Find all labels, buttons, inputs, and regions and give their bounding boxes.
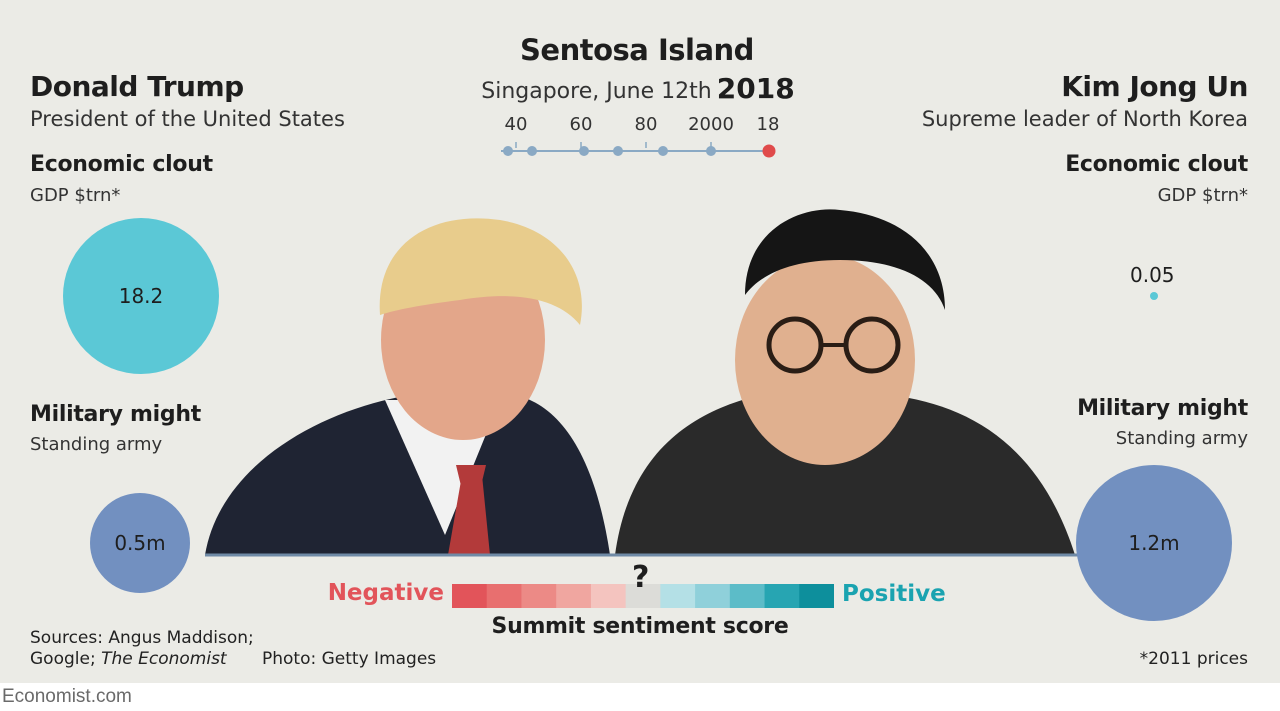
sentiment-scale-segment (799, 584, 835, 608)
sentiment-scale-segment (590, 584, 627, 608)
timeline-dot (706, 146, 716, 156)
left-army-bubble: 0.5m (89, 492, 191, 594)
left-leader-role: President of the United States (30, 107, 345, 131)
timeline-tick-18: 18 (756, 114, 780, 135)
left-military-heading: Military might (30, 402, 201, 427)
right-gdp-value: 0.05 (1130, 263, 1175, 287)
economist-footer: Economist.com (2, 686, 132, 707)
timeline-dot (579, 146, 589, 156)
right-leader-role: Supreme leader of North Korea (921, 107, 1248, 131)
sentiment-scale (452, 584, 835, 608)
timeline-tick-80: 80 (634, 114, 658, 135)
sources-google: Google; (30, 649, 102, 669)
timeline-tick-40: 40 (504, 114, 528, 135)
timeline-dot (613, 146, 623, 156)
subtitle-year: 2018 (716, 72, 795, 105)
sentiment-scale-segment (764, 584, 800, 608)
sentiment-scale-segment (452, 584, 488, 608)
sentiment-scale-segment (521, 584, 557, 608)
left-military-unit: Standing army (30, 434, 163, 455)
right-military-unit: Standing army (1115, 428, 1248, 449)
chart-title: Sentosa Island (520, 33, 754, 67)
right-army-bubble: 1.2m (1076, 465, 1232, 621)
timeline-dot (658, 146, 668, 156)
timeline-axis (501, 142, 776, 158)
left-leader-name: Donald Trump (30, 70, 244, 103)
left-economic-unit: GDP $trn* (30, 185, 121, 206)
right-leader-name: Kim Jong Un (1061, 70, 1248, 103)
timeline-tick-2000: 2000 (688, 114, 734, 135)
timeline-tick-60: 60 (569, 114, 593, 135)
right-gdp-bubble (1149, 291, 1159, 301)
right-economic-heading: Economic clout (1065, 152, 1248, 177)
sentiment-scale-segment (556, 584, 592, 608)
chart-subtitle: Singapore, June 12th 2018 (0, 72, 1276, 105)
leaders-photo (205, 209, 1080, 557)
sentiment-scale-segment (660, 584, 696, 608)
trump-portrait (205, 218, 610, 555)
left-economic-heading: Economic clout (30, 152, 213, 177)
sentiment-title: Summit sentiment score (491, 614, 789, 639)
right-military-heading: Military might (1077, 396, 1248, 421)
photo-credit: Photo: Getty Images (262, 649, 437, 669)
sentiment-scale-segment (486, 584, 522, 608)
subtitle-place-date: Singapore, June 12th (481, 79, 712, 104)
timeline-dot (503, 146, 513, 156)
sentiment-negative-label: Negative (327, 580, 444, 606)
sentiment-scale-segment (729, 584, 766, 608)
sentiment-marker: ? (632, 560, 650, 595)
sentiment-scale-bar (452, 584, 835, 608)
right-economic-unit: GDP $trn* (1157, 185, 1248, 206)
sentiment-scale-segment (625, 584, 661, 608)
infographic-panel: Sentosa Island Singapore, June 12th 2018… (0, 0, 1280, 683)
kim-portrait (615, 209, 1075, 555)
sentiment-scale-segment (695, 584, 731, 608)
timeline-dot (527, 146, 537, 156)
sources-line-2: Google; The Economist (30, 649, 227, 669)
sentiment-positive-label: Positive (842, 581, 946, 607)
sources-line-1: Sources: Angus Maddison; (30, 628, 254, 648)
sources-economist: The Economist (101, 649, 227, 669)
left-gdp-bubble: 18.2 (63, 218, 219, 374)
timeline-dot-current (762, 144, 776, 158)
price-note: *2011 prices (1139, 649, 1248, 669)
